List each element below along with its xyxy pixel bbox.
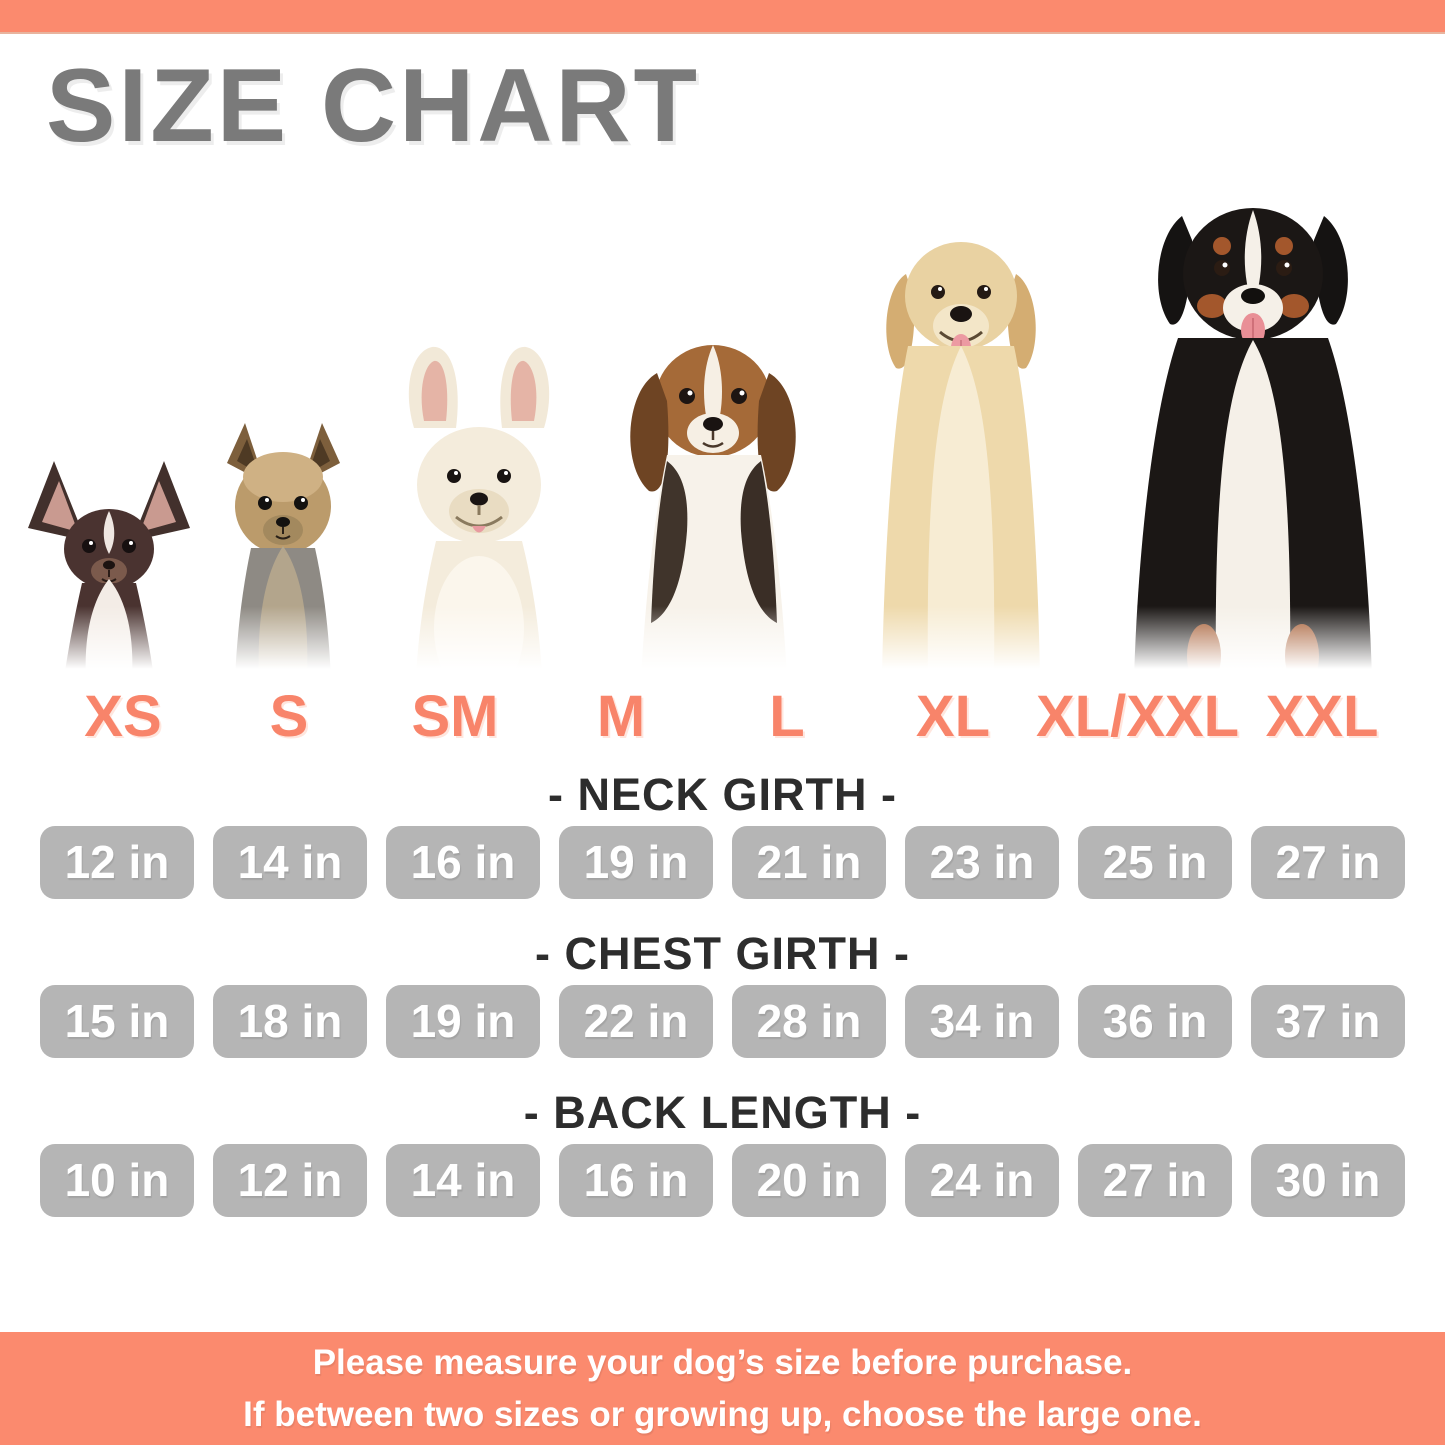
size-label-xlxxl: XL/XXL xyxy=(1035,684,1239,749)
size-label-l: L xyxy=(769,684,805,749)
golden-retriever-dog-image xyxy=(881,242,1040,678)
back-length-value: 10 in xyxy=(40,1143,194,1217)
size-label-s: S xyxy=(269,684,309,749)
neck-girth-values: 12 in 14 in 16 in 19 in 21 in 23 in 25 i… xyxy=(0,825,1445,899)
chest-girth-value: 15 in xyxy=(40,984,194,1058)
neck-girth-value: 25 in xyxy=(1078,825,1232,899)
chest-girth-value: 19 in xyxy=(386,984,540,1058)
neck-girth-section: - NECK GIRTH - 12 in 14 in 16 in 19 in 2… xyxy=(0,772,1445,899)
size-label-xs: XS xyxy=(84,684,162,749)
french-bulldog-dog-image xyxy=(408,346,549,678)
top-accent-band xyxy=(0,0,1445,34)
chest-girth-value: 36 in xyxy=(1078,984,1232,1058)
chest-girth-values: 15 in 18 in 19 in 22 in 28 in 34 in 36 i… xyxy=(0,984,1445,1058)
dog-lineup xyxy=(0,158,1445,680)
beagle-dog-image xyxy=(630,345,796,678)
chest-girth-value: 18 in xyxy=(213,984,367,1058)
page-title: SIZE CHART xyxy=(46,48,700,164)
chest-girth-value: 34 in xyxy=(905,984,1059,1058)
footer-line-2: If between two sizes or growing up, choo… xyxy=(243,1394,1202,1434)
back-length-value: 14 in xyxy=(386,1143,540,1217)
back-length-value: 24 in xyxy=(905,1143,1059,1217)
neck-girth-value: 21 in xyxy=(732,825,886,899)
footer-banner: Please measure your dog’s size before pu… xyxy=(0,1332,1445,1445)
size-label-m: M xyxy=(596,684,646,749)
yorkshire-terrier-dog-image xyxy=(227,423,341,678)
back-length-value: 12 in xyxy=(213,1143,367,1217)
neck-girth-value: 27 in xyxy=(1251,825,1405,899)
neck-girth-value: 23 in xyxy=(905,825,1059,899)
chest-girth-value: 37 in xyxy=(1251,984,1405,1058)
neck-girth-value: 19 in xyxy=(559,825,713,899)
back-length-value: 20 in xyxy=(732,1143,886,1217)
footer-line-1: Please measure your dog’s size before pu… xyxy=(312,1342,1133,1382)
neck-girth-heading: - NECK GIRTH - xyxy=(548,768,897,820)
back-length-heading: - BACK LENGTH - xyxy=(523,1086,922,1138)
neck-girth-value: 16 in xyxy=(386,825,540,899)
chest-girth-value: 22 in xyxy=(559,984,713,1058)
chihuahua-dog-image xyxy=(28,461,190,678)
chest-girth-value: 28 in xyxy=(732,984,886,1058)
bernese-mountain-dog-image xyxy=(1133,208,1372,678)
size-label-xxl: XXL xyxy=(1265,684,1379,749)
back-length-values: 10 in 12 in 14 in 16 in 20 in 24 in 27 i… xyxy=(0,1143,1445,1217)
size-label-row: XS S SM M L XL XL/XXL XXL xyxy=(0,682,1445,752)
size-label-xl: XL xyxy=(915,684,991,749)
chest-girth-section: - CHEST GIRTH - 15 in 18 in 19 in 22 in … xyxy=(0,931,1445,1058)
size-label-sm: SM xyxy=(411,684,499,749)
chest-girth-heading: - CHEST GIRTH - xyxy=(535,927,910,979)
neck-girth-value: 12 in xyxy=(40,825,194,899)
back-length-value: 16 in xyxy=(559,1143,713,1217)
back-length-value: 30 in xyxy=(1251,1143,1405,1217)
back-length-value: 27 in xyxy=(1078,1143,1232,1217)
neck-girth-value: 14 in xyxy=(213,825,367,899)
back-length-section: - BACK LENGTH - 10 in 12 in 14 in 16 in … xyxy=(0,1090,1445,1217)
